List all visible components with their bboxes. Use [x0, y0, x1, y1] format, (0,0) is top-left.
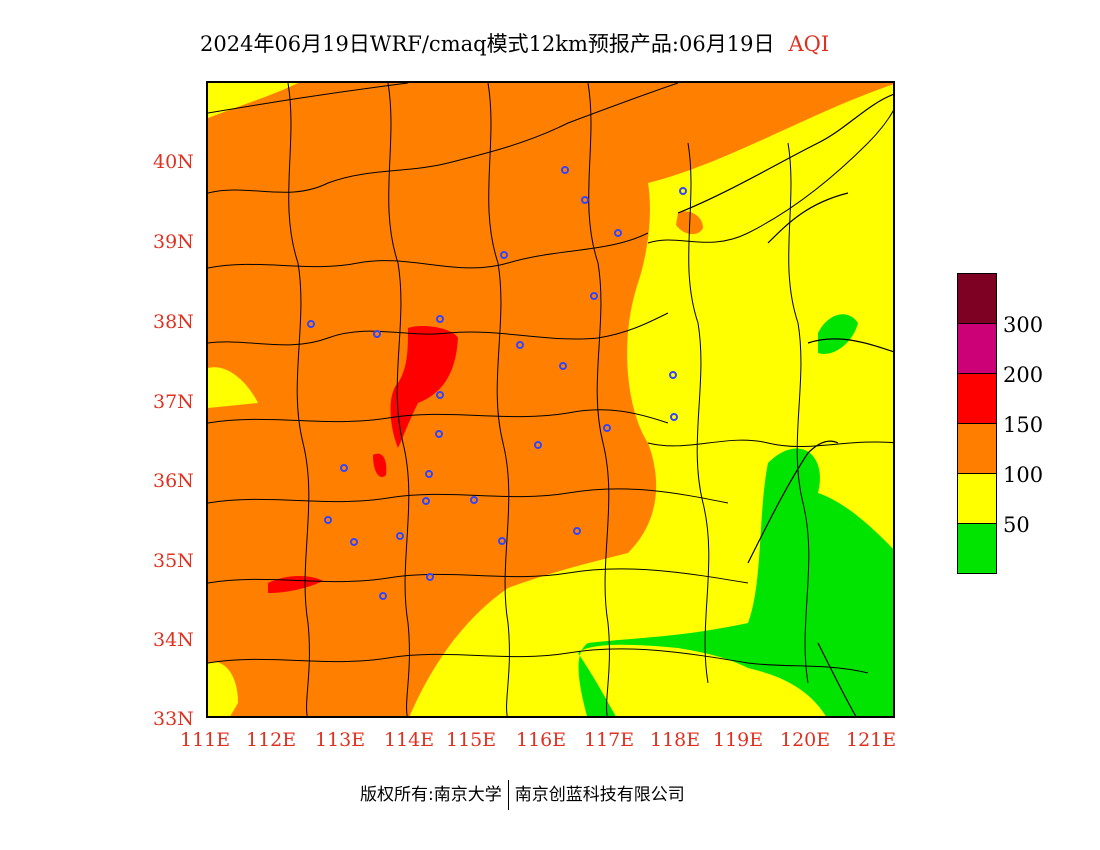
legend-swatch-unhealthy — [957, 373, 997, 424]
region-good-ne — [818, 314, 858, 354]
company-text: 南京创蓝科技有限公司 — [514, 785, 685, 805]
aqi-map[interactable] — [206, 81, 895, 718]
legend-swatch-hazardous — [957, 273, 997, 324]
lon-label-121e: 121E — [846, 729, 897, 751]
copyright-footer: 版权所有:南京大学 南京创蓝科技有限公司 — [360, 780, 685, 810]
admin-boundaries — [208, 83, 893, 716]
legend-swatch-sensitive — [957, 423, 997, 474]
legend-label-50: 50 — [1003, 513, 1030, 537]
region-unhealthy-small — [373, 453, 387, 477]
city-markers — [307, 166, 687, 600]
lon-label-111e: 111E — [180, 729, 231, 751]
legend-swatch-good — [957, 523, 997, 574]
lat-label-34n: 34N — [153, 629, 194, 651]
lon-label-120e: 120E — [780, 729, 831, 751]
title-text: 2024年06月19日WRF/cmaq模式12km预报产品:06月19日 — [200, 32, 775, 56]
legend-label-300: 300 — [1003, 313, 1044, 337]
coastline — [677, 93, 893, 716]
aqi-legend — [957, 273, 997, 575]
copyright-text: 版权所有:南京大学 — [360, 785, 502, 805]
legend-swatch-very-unhealthy — [957, 323, 997, 374]
lat-label-37n: 37N — [153, 391, 194, 413]
lon-label-119e: 119E — [713, 729, 764, 751]
map-title: 2024年06月19日WRF/cmaq模式12km预报产品:06月19日 AQI — [200, 28, 829, 58]
lon-label-113e: 113E — [315, 729, 366, 751]
lon-label-116e: 116E — [516, 729, 567, 751]
lat-label-33n: 33N — [153, 708, 194, 730]
lat-label-38n: 38N — [153, 311, 194, 333]
legend-label-150: 150 — [1003, 413, 1044, 437]
lat-label-39n: 39N — [153, 231, 194, 253]
region-good — [578, 448, 893, 716]
lon-label-117e: 117E — [584, 729, 635, 751]
lat-label-35n: 35N — [153, 550, 194, 572]
legend-label-100: 100 — [1003, 463, 1044, 487]
legend-label-200: 200 — [1003, 363, 1044, 387]
lat-label-40n: 40N — [153, 151, 194, 173]
region-moderate-sw — [208, 662, 238, 716]
lon-label-114e: 114E — [384, 729, 435, 751]
legend-swatch-moderate — [957, 473, 997, 524]
product-label: AQI — [788, 32, 830, 56]
lon-label-118e: 118E — [650, 729, 701, 751]
region-moderate-w — [208, 367, 258, 408]
footer-separator — [507, 780, 509, 810]
lon-label-112e: 112E — [246, 729, 297, 751]
map-canvas — [208, 83, 893, 716]
lon-label-115e: 115E — [446, 729, 497, 751]
lat-label-36n: 36N — [153, 470, 194, 492]
region-unhealthy-main — [390, 326, 458, 448]
